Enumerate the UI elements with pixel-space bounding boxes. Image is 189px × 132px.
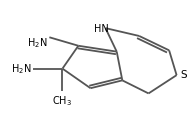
Text: H$_2$N: H$_2$N	[27, 37, 47, 50]
Text: CH$_3$: CH$_3$	[52, 94, 72, 108]
Text: S: S	[180, 70, 187, 80]
Text: H$_2$N: H$_2$N	[11, 62, 32, 76]
Text: HN: HN	[94, 24, 109, 34]
